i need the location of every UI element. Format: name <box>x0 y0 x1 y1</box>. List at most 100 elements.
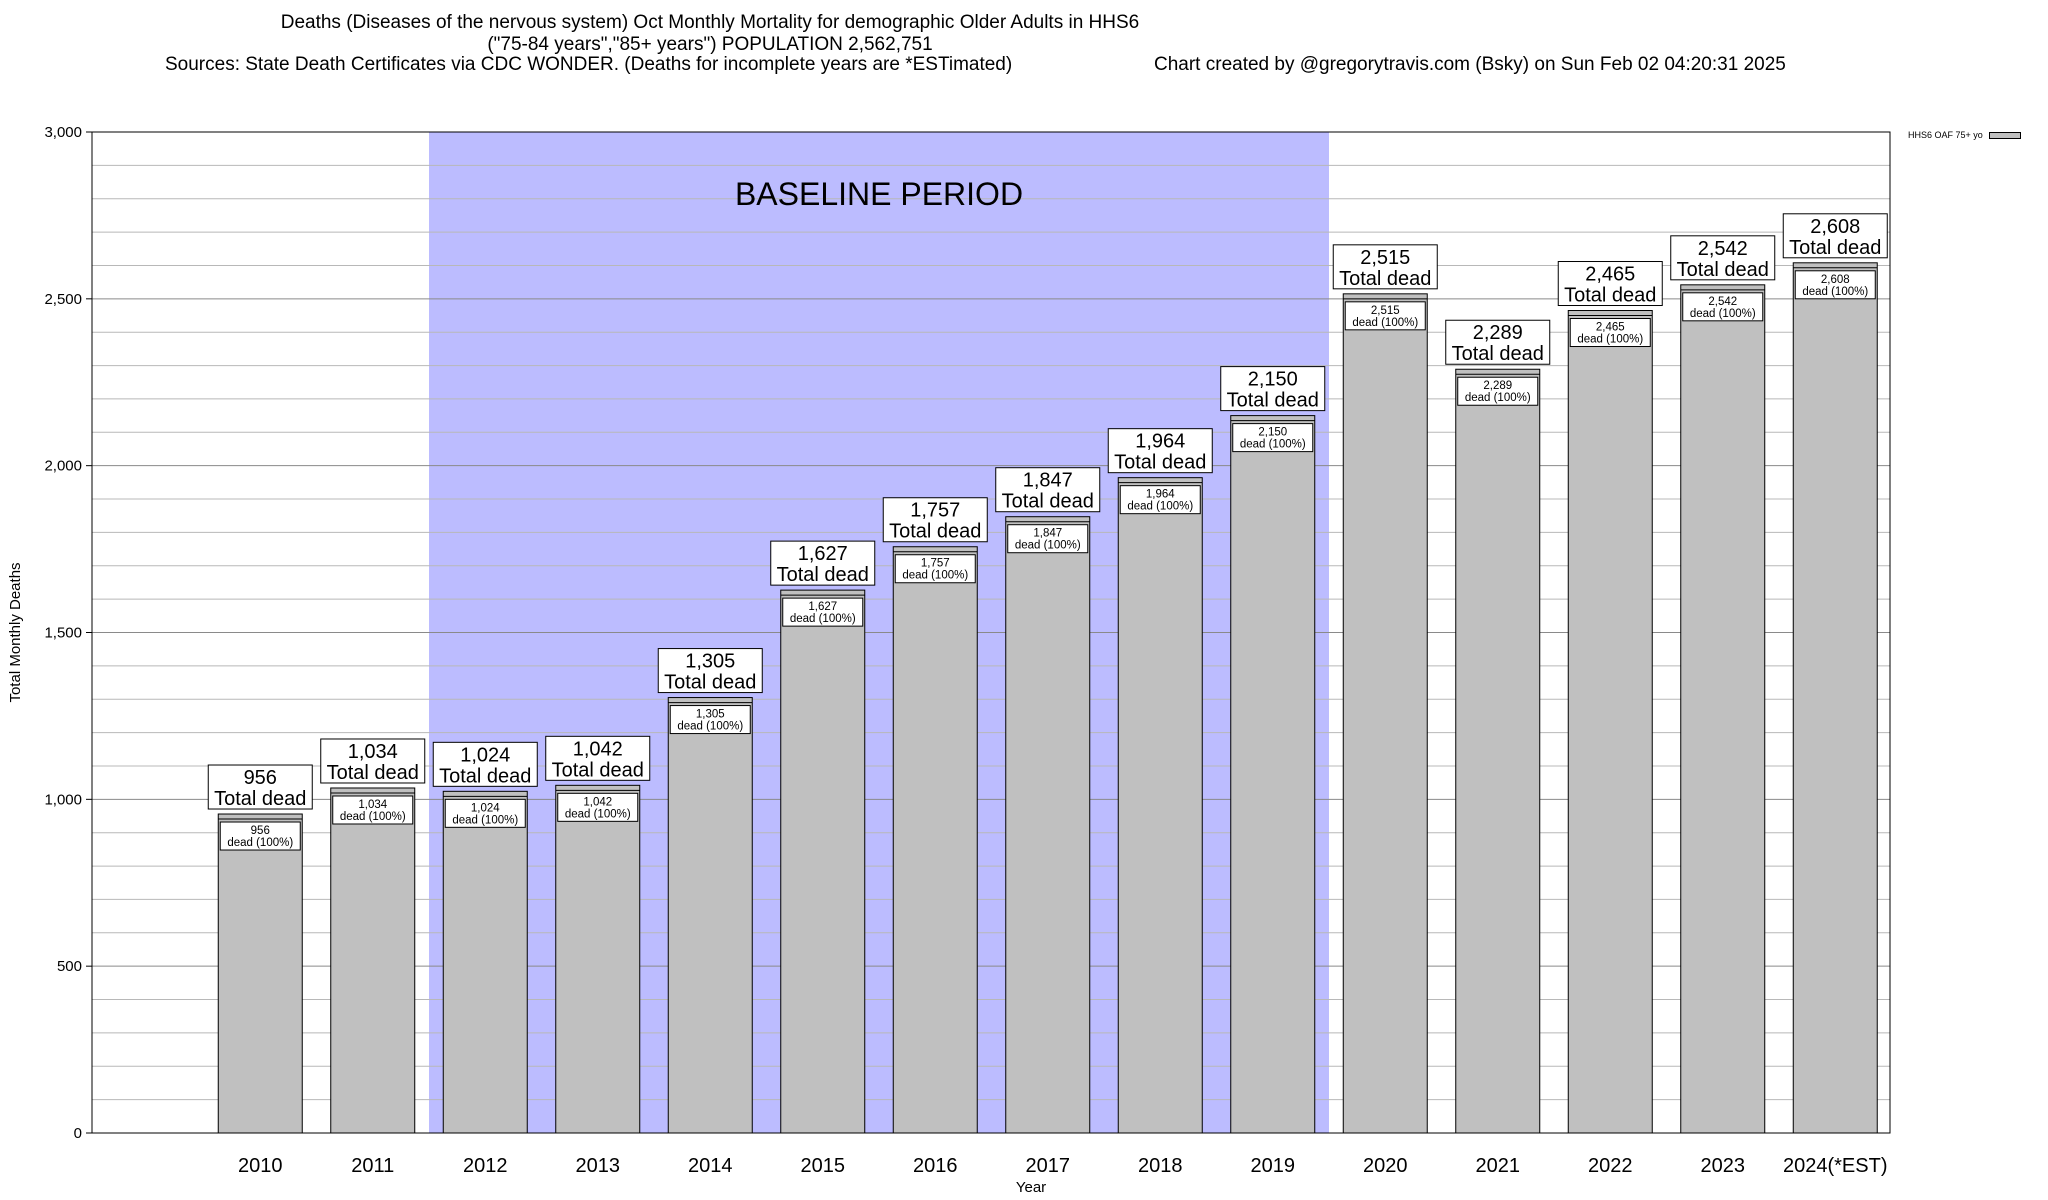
inner-dead-label: dead (100%) <box>565 808 631 820</box>
bar-2019 <box>1230 415 1316 1134</box>
x-axis-label: Year <box>1016 1179 1046 1196</box>
inner-dead-label: dead (100%) <box>790 613 856 625</box>
total-value-label: 2,465 <box>1585 264 1635 286</box>
bar-2011 <box>330 787 416 1134</box>
bar-2014 <box>667 697 753 1134</box>
inner-label-box <box>1344 301 1426 331</box>
x-tick-label: 2023 <box>1701 1155 1746 1177</box>
y-tick-label: 1,000 <box>44 791 82 808</box>
total-dead-label: Total dead <box>1789 237 1881 259</box>
inner-value-label: 1,024 <box>471 802 500 814</box>
total-dead-label: Total dead <box>1452 343 1544 365</box>
inner-value-label: 1,034 <box>358 799 387 811</box>
inner-value-label: 2,542 <box>1708 296 1737 308</box>
inner-value-label: 1,964 <box>1146 489 1175 501</box>
bar-2010 <box>217 813 303 1134</box>
total-value-label: 1,964 <box>1135 431 1185 453</box>
bar-2016 <box>892 546 978 1134</box>
total-dead-label: Total dead <box>552 759 644 781</box>
inner-value-label: 2,608 <box>1821 274 1850 286</box>
inner-label-box <box>1682 292 1764 322</box>
total-label-box <box>770 540 876 586</box>
total-value-label: 1,024 <box>460 744 510 766</box>
total-dead-label: Total dead <box>777 564 869 586</box>
inner-value-label: 1,847 <box>1033 528 1062 540</box>
total-label-box <box>545 735 651 781</box>
inner-dead-label: dead (100%) <box>1352 317 1418 329</box>
total-label-box <box>1107 428 1213 474</box>
bar-2017 <box>1005 516 1091 1134</box>
total-dead-label: Total dead <box>1339 268 1431 290</box>
inner-value-label: 956 <box>251 825 270 837</box>
y-axis-label: Total Monthly Deaths <box>7 562 24 702</box>
y-tick-label: 0 <box>74 1125 82 1142</box>
chart-sources: Sources: State Death Certificates via CD… <box>165 54 1013 75</box>
total-dead-label: Total dead <box>1564 285 1656 307</box>
total-label-box <box>207 764 313 810</box>
bar-2015 <box>780 589 866 1134</box>
x-tick-label: 2016 <box>913 1155 958 1177</box>
x-tick-label: 2015 <box>801 1155 846 1177</box>
x-tick-label: 2019 <box>1251 1155 1296 1177</box>
x-tick-label: 2020 <box>1363 1155 1408 1177</box>
x-tick-label: 2013 <box>576 1155 621 1177</box>
inner-dead-label: dead (100%) <box>227 837 293 849</box>
total-value-label: 2,289 <box>1473 322 1523 344</box>
inner-value-label: 1,757 <box>921 558 950 570</box>
legend-swatch <box>1988 131 2021 139</box>
x-tick-label: 2010 <box>238 1155 283 1177</box>
x-tick-label: 2018 <box>1138 1155 1183 1177</box>
inner-dead-label: dead (100%) <box>1690 308 1756 320</box>
total-label-box <box>1332 244 1438 290</box>
bar-2013 <box>555 784 641 1134</box>
bar-2021 <box>1455 368 1541 1134</box>
x-tick-label: 2024(*EST) <box>1783 1155 1888 1177</box>
inner-value-label: 2,465 <box>1596 322 1625 334</box>
total-label-box <box>432 741 538 787</box>
total-value-label: 1,627 <box>798 543 848 565</box>
inner-value-label: 2,515 <box>1371 305 1400 317</box>
inner-label-box <box>669 705 751 735</box>
inner-value-label: 2,150 <box>1258 427 1287 439</box>
total-value-label: 2,515 <box>1360 247 1410 269</box>
total-dead-label: Total dead <box>439 765 531 787</box>
inner-value-label: 1,042 <box>583 796 612 808</box>
bar-2018 <box>1117 477 1203 1134</box>
bar-2012 <box>442 790 528 1134</box>
total-value-label: 1,305 <box>685 651 735 673</box>
bar-2023 <box>1680 284 1766 1134</box>
y-tick-label: 2,500 <box>44 291 82 308</box>
inner-label-box <box>1569 318 1651 348</box>
total-label-box <box>1557 261 1663 307</box>
total-value-label: 2,150 <box>1248 369 1298 391</box>
total-value-label: 956 <box>244 767 277 789</box>
legend: HHS6 OAF 75+ yo <box>1908 130 2021 140</box>
chart-title-line2: ("75-84 years","85+ years") POPULATION 2… <box>487 34 933 55</box>
inner-dead-label: dead (100%) <box>452 814 518 826</box>
total-dead-label: Total dead <box>1677 259 1769 281</box>
inner-label-box <box>1794 270 1876 300</box>
total-dead-label: Total dead <box>327 762 419 784</box>
total-label-box <box>995 467 1101 513</box>
inner-dead-label: dead (100%) <box>1802 286 1868 298</box>
total-value-label: 1,847 <box>1023 470 1073 492</box>
x-tick-label: 2014 <box>688 1155 733 1177</box>
total-value-label: 1,034 <box>348 741 398 763</box>
inner-dead-label: dead (100%) <box>1127 501 1193 513</box>
total-value-label: 1,042 <box>573 738 623 760</box>
y-tick-label: 500 <box>57 958 82 975</box>
inner-label-box <box>557 792 639 822</box>
total-label-box <box>1220 366 1326 412</box>
inner-dead-label: dead (100%) <box>1465 392 1531 404</box>
inner-dead-label: dead (100%) <box>340 811 406 823</box>
bar-2022 <box>1567 310 1653 1134</box>
inner-label-box <box>1007 524 1089 554</box>
x-tick-label: 2011 <box>351 1155 394 1177</box>
total-label-box <box>882 497 988 543</box>
chart-credit: Chart created by @gregorytravis.com (Bsk… <box>1154 54 1786 75</box>
y-tick-label: 2,000 <box>44 458 82 475</box>
total-dead-label: Total dead <box>214 788 306 810</box>
total-value-label: 2,608 <box>1810 216 1860 238</box>
x-tick-label: 2021 <box>1476 1155 1521 1177</box>
